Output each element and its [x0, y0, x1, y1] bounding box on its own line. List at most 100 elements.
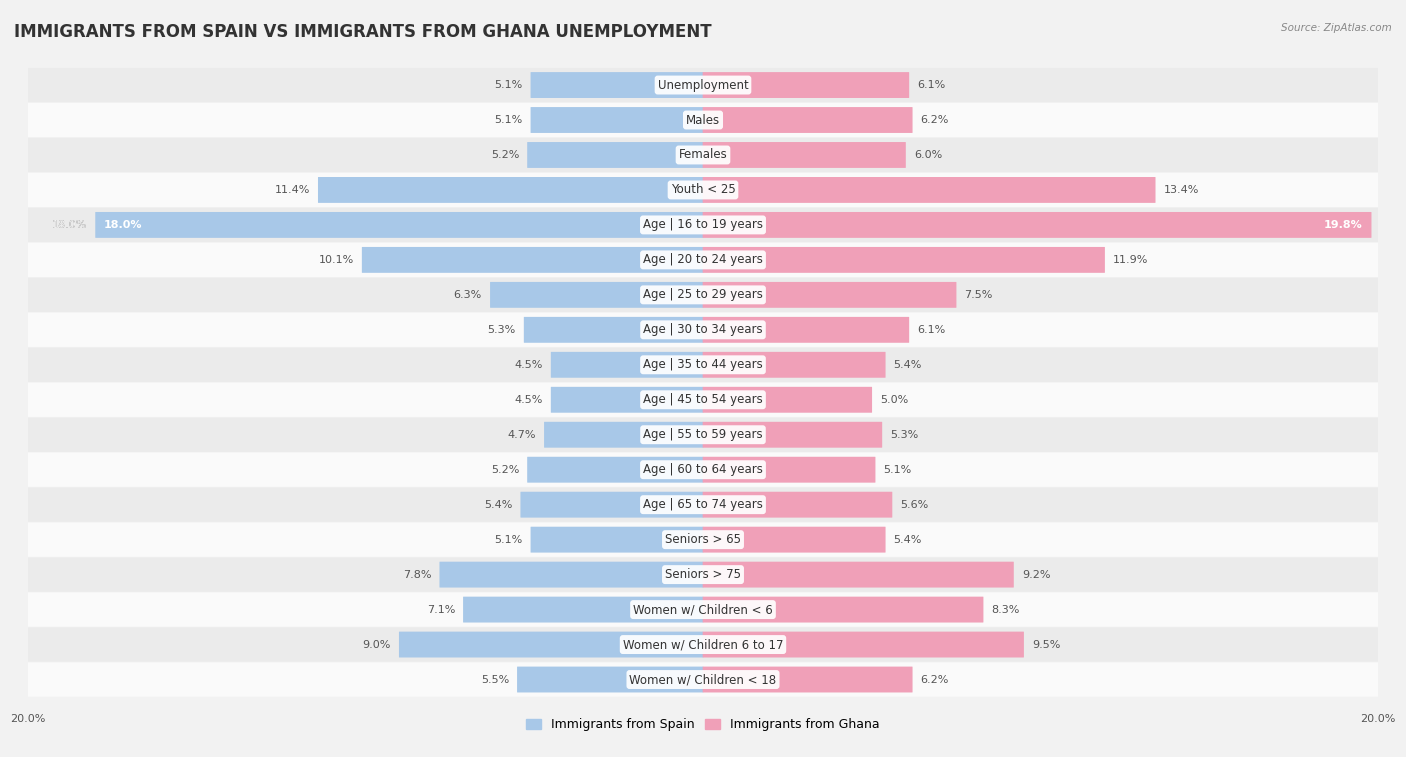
Text: 5.6%: 5.6% [900, 500, 928, 509]
Text: Males: Males [686, 114, 720, 126]
Text: Females: Females [679, 148, 727, 161]
Text: Age | 16 to 19 years: Age | 16 to 19 years [643, 219, 763, 232]
FancyBboxPatch shape [527, 456, 703, 483]
FancyBboxPatch shape [28, 68, 1378, 102]
FancyBboxPatch shape [544, 422, 703, 447]
FancyBboxPatch shape [28, 347, 1378, 382]
FancyBboxPatch shape [703, 142, 905, 168]
FancyBboxPatch shape [703, 387, 872, 413]
Text: Age | 65 to 74 years: Age | 65 to 74 years [643, 498, 763, 511]
FancyBboxPatch shape [28, 103, 1378, 137]
Legend: Immigrants from Spain, Immigrants from Ghana: Immigrants from Spain, Immigrants from G… [522, 713, 884, 737]
Text: 5.0%: 5.0% [880, 394, 908, 405]
FancyBboxPatch shape [440, 562, 703, 587]
FancyBboxPatch shape [527, 142, 703, 168]
Text: 11.9%: 11.9% [1114, 255, 1149, 265]
Text: 6.3%: 6.3% [454, 290, 482, 300]
Text: Seniors > 65: Seniors > 65 [665, 533, 741, 546]
FancyBboxPatch shape [703, 317, 910, 343]
Text: Seniors > 75: Seniors > 75 [665, 568, 741, 581]
FancyBboxPatch shape [28, 522, 1378, 557]
Text: 18.0%: 18.0% [104, 220, 142, 230]
FancyBboxPatch shape [520, 492, 703, 518]
Text: Unemployment: Unemployment [658, 79, 748, 92]
Text: 4.7%: 4.7% [508, 430, 536, 440]
Text: Source: ZipAtlas.com: Source: ZipAtlas.com [1281, 23, 1392, 33]
FancyBboxPatch shape [703, 631, 1024, 658]
FancyBboxPatch shape [530, 527, 703, 553]
FancyBboxPatch shape [703, 562, 1014, 587]
FancyBboxPatch shape [703, 597, 983, 622]
FancyBboxPatch shape [28, 418, 1378, 452]
Text: Age | 45 to 54 years: Age | 45 to 54 years [643, 394, 763, 407]
FancyBboxPatch shape [361, 247, 703, 273]
Text: 5.3%: 5.3% [488, 325, 516, 335]
Text: 4.5%: 4.5% [515, 360, 543, 370]
Text: Age | 35 to 44 years: Age | 35 to 44 years [643, 358, 763, 371]
FancyBboxPatch shape [703, 247, 1105, 273]
Text: 9.0%: 9.0% [363, 640, 391, 650]
FancyBboxPatch shape [703, 456, 876, 483]
FancyBboxPatch shape [703, 527, 886, 553]
FancyBboxPatch shape [28, 313, 1378, 347]
FancyBboxPatch shape [28, 207, 1378, 242]
Text: 6.1%: 6.1% [917, 325, 945, 335]
Text: 13.4%: 13.4% [1164, 185, 1199, 195]
FancyBboxPatch shape [517, 667, 703, 693]
FancyBboxPatch shape [318, 177, 703, 203]
FancyBboxPatch shape [28, 173, 1378, 207]
Text: 9.2%: 9.2% [1022, 569, 1050, 580]
FancyBboxPatch shape [28, 453, 1378, 487]
FancyBboxPatch shape [703, 212, 1371, 238]
Text: 5.4%: 5.4% [894, 360, 922, 370]
FancyBboxPatch shape [96, 212, 703, 238]
FancyBboxPatch shape [703, 177, 1156, 203]
FancyBboxPatch shape [703, 107, 912, 133]
Text: Age | 30 to 34 years: Age | 30 to 34 years [643, 323, 763, 336]
FancyBboxPatch shape [530, 72, 703, 98]
FancyBboxPatch shape [703, 667, 912, 693]
Text: Women w/ Children < 18: Women w/ Children < 18 [630, 673, 776, 686]
Text: 19.8%: 19.8% [1324, 220, 1362, 230]
FancyBboxPatch shape [28, 628, 1378, 662]
Text: 6.2%: 6.2% [921, 674, 949, 684]
Text: 5.4%: 5.4% [484, 500, 512, 509]
Text: 5.1%: 5.1% [495, 80, 523, 90]
Text: 18.0%: 18.0% [52, 220, 87, 230]
Text: 7.1%: 7.1% [426, 605, 456, 615]
FancyBboxPatch shape [28, 557, 1378, 592]
Text: 6.1%: 6.1% [917, 80, 945, 90]
Text: 10.1%: 10.1% [319, 255, 354, 265]
Text: 5.2%: 5.2% [491, 150, 519, 160]
Text: 5.5%: 5.5% [481, 674, 509, 684]
Text: 11.4%: 11.4% [274, 185, 309, 195]
Text: 6.0%: 6.0% [914, 150, 942, 160]
FancyBboxPatch shape [524, 317, 703, 343]
FancyBboxPatch shape [28, 488, 1378, 522]
Text: Women w/ Children 6 to 17: Women w/ Children 6 to 17 [623, 638, 783, 651]
FancyBboxPatch shape [703, 72, 910, 98]
Text: Women w/ Children < 6: Women w/ Children < 6 [633, 603, 773, 616]
Text: 5.1%: 5.1% [495, 115, 523, 125]
FancyBboxPatch shape [28, 278, 1378, 312]
Text: 5.4%: 5.4% [894, 534, 922, 544]
FancyBboxPatch shape [551, 352, 703, 378]
Text: 9.5%: 9.5% [1032, 640, 1060, 650]
FancyBboxPatch shape [530, 107, 703, 133]
Text: 7.8%: 7.8% [404, 569, 432, 580]
FancyBboxPatch shape [703, 352, 886, 378]
FancyBboxPatch shape [28, 243, 1378, 277]
Text: 4.5%: 4.5% [515, 394, 543, 405]
FancyBboxPatch shape [703, 492, 893, 518]
FancyBboxPatch shape [491, 282, 703, 308]
FancyBboxPatch shape [399, 631, 703, 658]
Text: 5.3%: 5.3% [890, 430, 918, 440]
Text: IMMIGRANTS FROM SPAIN VS IMMIGRANTS FROM GHANA UNEMPLOYMENT: IMMIGRANTS FROM SPAIN VS IMMIGRANTS FROM… [14, 23, 711, 41]
Text: 5.1%: 5.1% [495, 534, 523, 544]
FancyBboxPatch shape [28, 138, 1378, 172]
FancyBboxPatch shape [551, 387, 703, 413]
Text: Age | 55 to 59 years: Age | 55 to 59 years [643, 428, 763, 441]
Text: 7.5%: 7.5% [965, 290, 993, 300]
FancyBboxPatch shape [463, 597, 703, 622]
FancyBboxPatch shape [703, 422, 882, 447]
